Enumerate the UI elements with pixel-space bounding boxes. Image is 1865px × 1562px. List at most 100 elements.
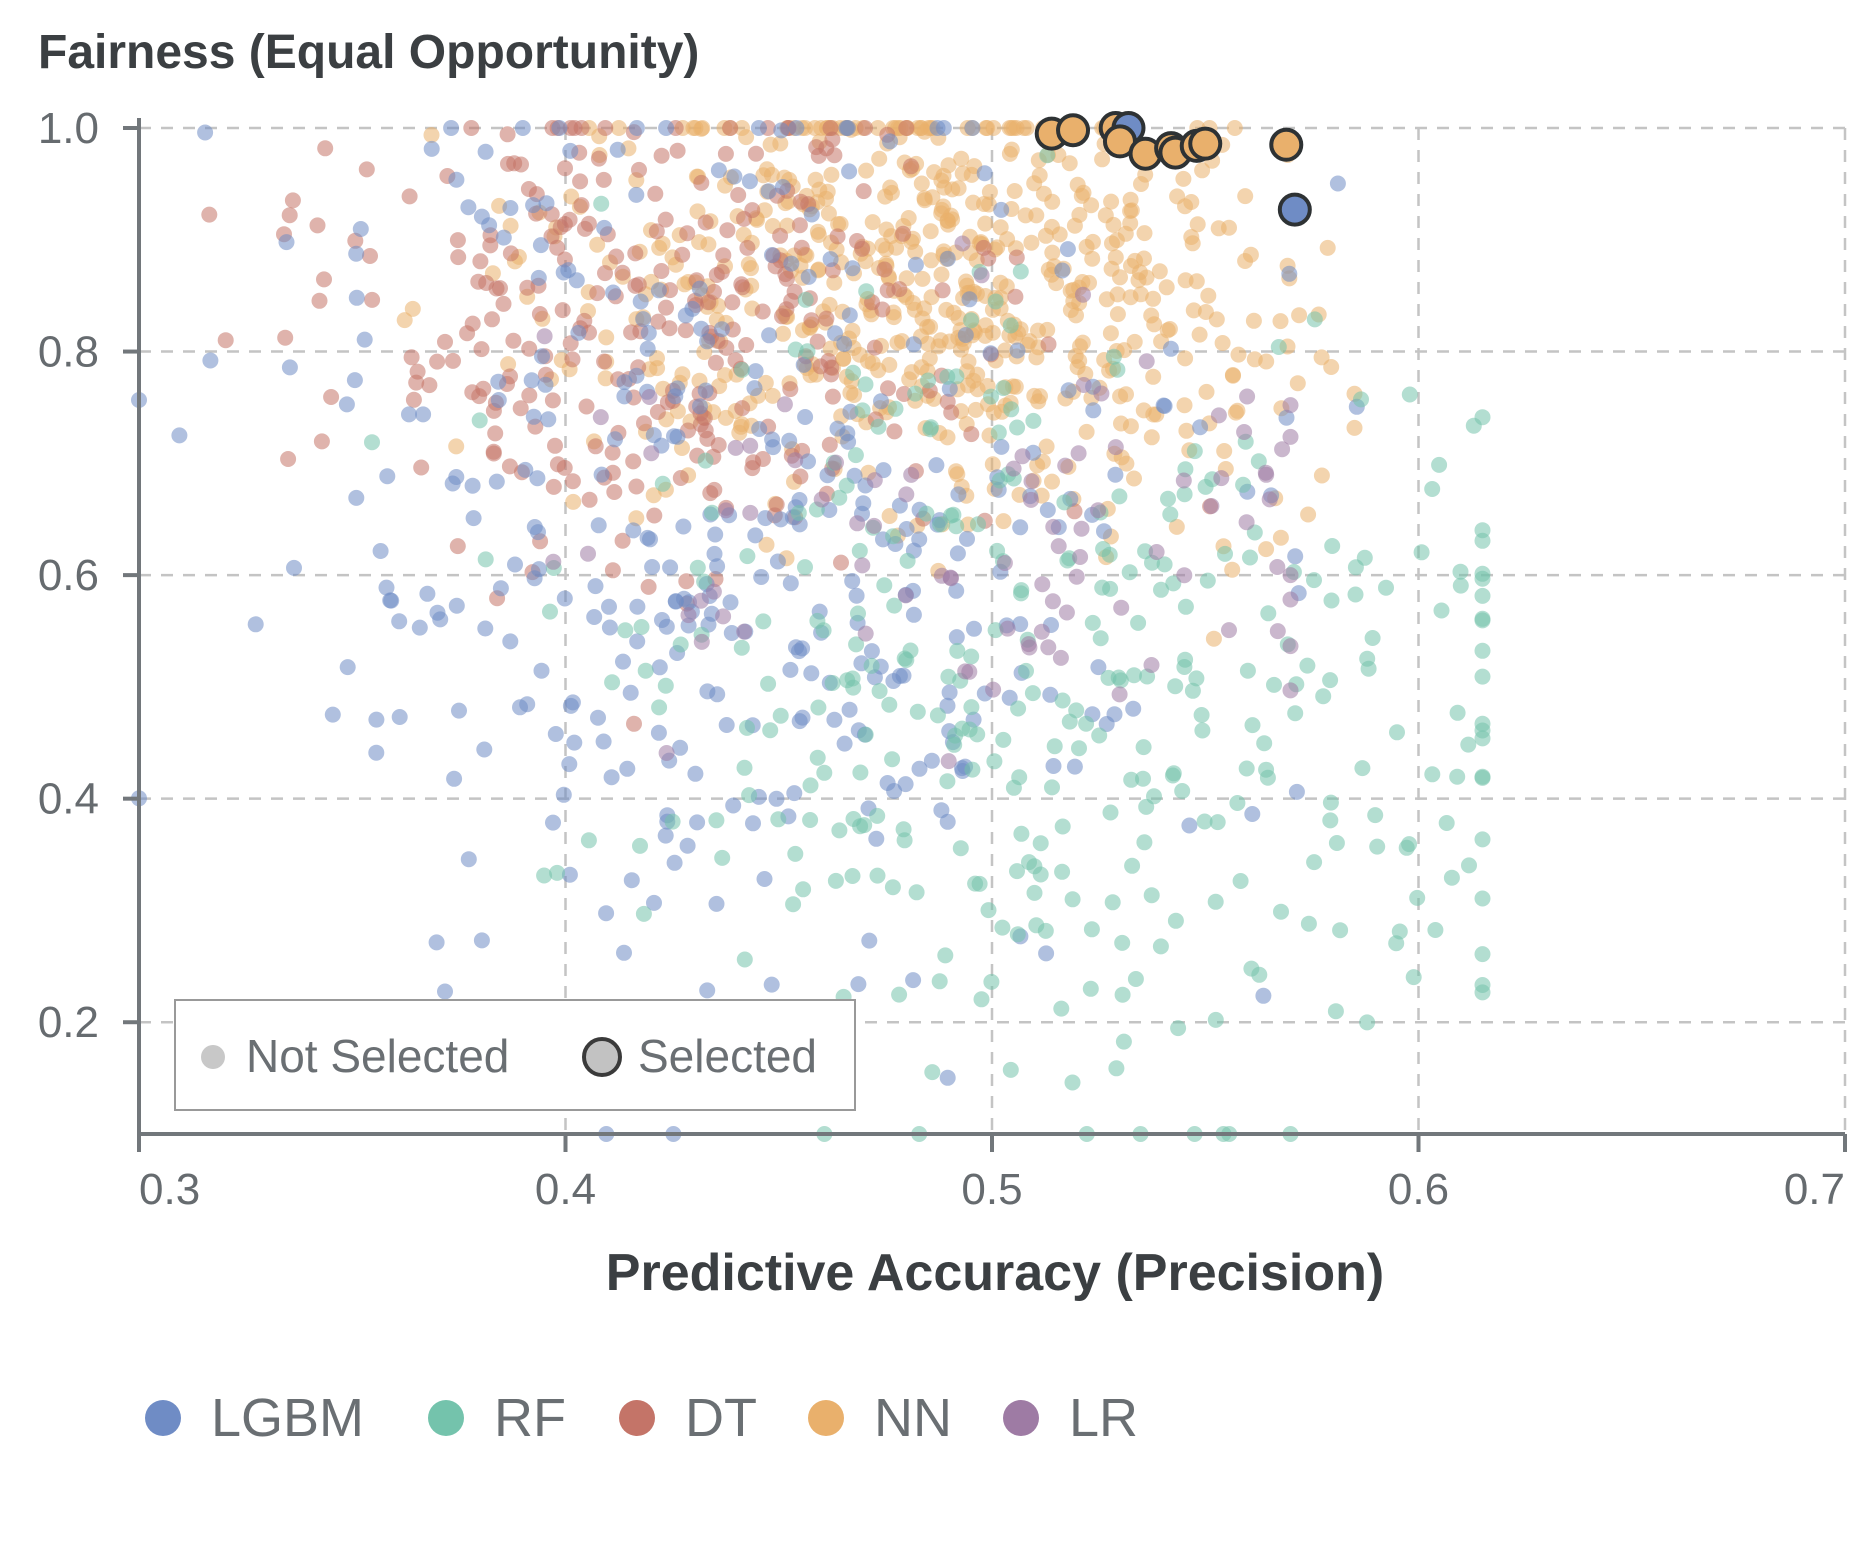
unselected-point xyxy=(697,214,714,231)
unselected-point xyxy=(795,881,812,898)
selected-point[interactable] xyxy=(1269,127,1304,162)
unselected-point xyxy=(747,363,764,380)
unselected-point xyxy=(423,127,440,143)
unselected-point xyxy=(1177,598,1194,615)
unselected-point xyxy=(492,580,509,597)
unselected-point xyxy=(1199,572,1216,589)
unselected-point xyxy=(1044,779,1060,796)
unselected-point xyxy=(1328,835,1345,851)
unselected-point xyxy=(597,120,614,136)
unselected-point xyxy=(778,270,795,287)
unselected-point xyxy=(897,587,914,604)
unselected-point xyxy=(1025,412,1042,429)
unselected-point xyxy=(697,452,714,469)
selected-point[interactable] xyxy=(1188,126,1223,161)
unselected-point xyxy=(1273,903,1289,920)
unselected-point xyxy=(1021,333,1038,350)
legend-item-dt[interactable]: DT xyxy=(619,1388,757,1448)
unselected-point xyxy=(1108,232,1125,249)
legend-item-lr[interactable]: LR xyxy=(1003,1388,1138,1448)
legend-item-lgbm[interactable]: LGBM xyxy=(145,1388,364,1448)
x-tick-label: 0.6 xyxy=(1388,1165,1449,1214)
unselected-point xyxy=(443,120,460,136)
unselected-point xyxy=(914,310,931,327)
unselected-point xyxy=(772,511,789,528)
unselected-point xyxy=(1194,162,1211,179)
unselected-point xyxy=(836,336,853,352)
unselected-point xyxy=(338,396,355,413)
unselected-point xyxy=(959,277,975,294)
unselected-point xyxy=(1126,333,1143,350)
unselected-point xyxy=(1306,572,1322,589)
unselected-point xyxy=(692,592,709,609)
grid-lines xyxy=(139,126,1847,1134)
unselected-point xyxy=(1364,630,1381,646)
unselected-point xyxy=(863,657,880,674)
unselected-point xyxy=(866,339,883,356)
unselected-point xyxy=(885,528,902,545)
unselected-point xyxy=(676,276,693,293)
unselected-point xyxy=(973,267,990,284)
unselected-point xyxy=(1100,669,1117,686)
unselected-point xyxy=(810,699,827,716)
unselected-point xyxy=(831,822,848,839)
unselected-point xyxy=(946,736,963,753)
unselected-point xyxy=(1474,977,1491,993)
unselected-point xyxy=(1323,359,1340,375)
unselected-point xyxy=(597,265,613,282)
unselected-point xyxy=(1324,538,1341,554)
unselected-point xyxy=(885,309,902,326)
unselected-point xyxy=(1012,263,1029,280)
unselected-point xyxy=(861,932,878,949)
selected-point[interactable] xyxy=(1056,113,1091,148)
unselected-point xyxy=(896,386,912,402)
unselected-point xyxy=(1224,561,1241,578)
unselected-point xyxy=(725,797,742,814)
legend-item-nn[interactable]: NN xyxy=(808,1388,952,1448)
unselected-point xyxy=(966,620,982,637)
unselected-point xyxy=(903,158,919,175)
selection-legend-box xyxy=(174,999,856,1111)
unselected-point xyxy=(525,408,542,425)
unselected-point xyxy=(445,352,461,369)
unselected-point xyxy=(718,339,735,356)
unselected-point xyxy=(495,229,512,246)
unselected-point xyxy=(1125,700,1142,717)
unselected-point xyxy=(1259,769,1276,786)
unselected-point xyxy=(963,426,980,443)
unselected-point xyxy=(639,340,656,357)
unselected-point xyxy=(608,248,625,265)
unselected-point xyxy=(977,215,994,232)
unselected-point xyxy=(963,648,980,665)
unselected-point xyxy=(653,263,670,279)
unselected-point xyxy=(1433,602,1450,619)
unselected-point xyxy=(772,135,789,152)
unselected-point xyxy=(835,350,852,367)
unselected-point xyxy=(653,147,670,164)
unselected-point xyxy=(1232,873,1249,889)
unselected-point xyxy=(531,306,548,322)
unselected-point xyxy=(900,210,917,226)
unselected-point xyxy=(984,456,1001,473)
unselected-point xyxy=(1123,771,1140,788)
unselected-point xyxy=(589,236,606,253)
unselected-point xyxy=(905,972,922,989)
unselected-point xyxy=(364,434,380,451)
unselected-point xyxy=(1158,279,1175,296)
unselected-point xyxy=(556,590,573,607)
legend-item-rf[interactable]: RF xyxy=(428,1388,566,1448)
unselected-point xyxy=(495,295,512,312)
unselected-point xyxy=(1145,290,1162,307)
unselected-point xyxy=(1474,570,1491,587)
unselected-point xyxy=(808,139,825,156)
unselected-point xyxy=(848,636,865,653)
unselected-point xyxy=(562,142,579,159)
unselected-point xyxy=(1347,586,1364,603)
unselected-point xyxy=(1138,353,1155,370)
unselected-point xyxy=(616,944,632,961)
unselected-point xyxy=(1059,552,1076,569)
selected-point[interactable] xyxy=(1277,192,1312,227)
unselected-point xyxy=(551,120,568,136)
y-tick-label: 0.2 xyxy=(38,998,99,1047)
unselected-point xyxy=(876,261,893,278)
